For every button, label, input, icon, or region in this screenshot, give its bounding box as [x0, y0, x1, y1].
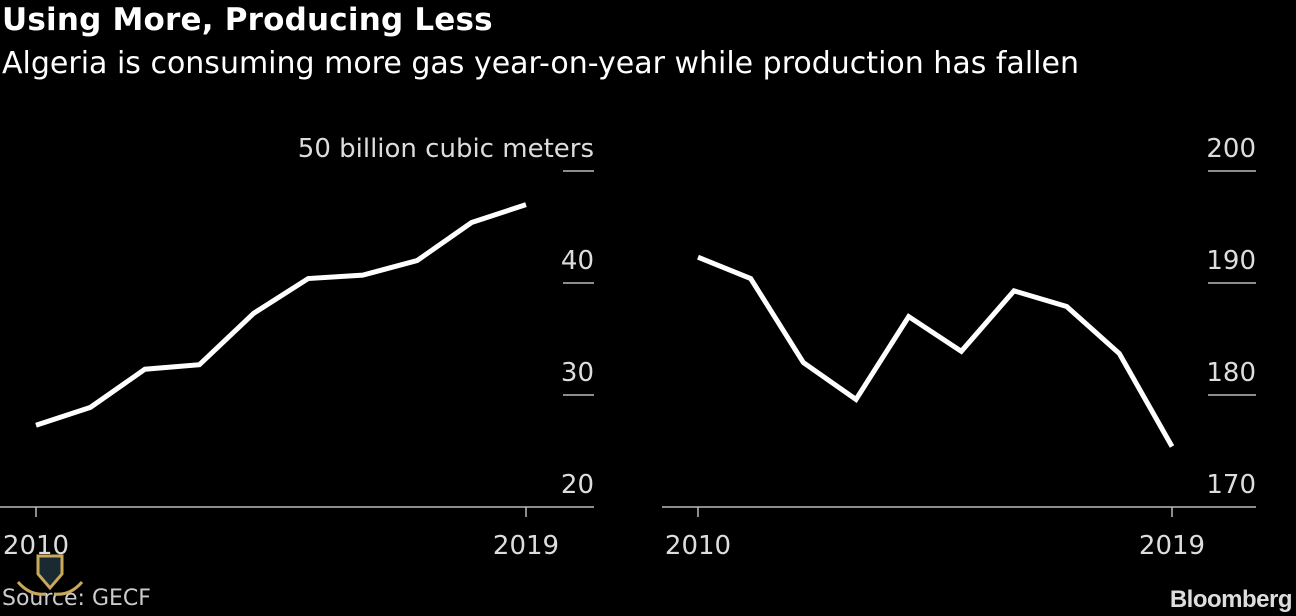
- x-tick-label: 2010: [665, 531, 731, 561]
- bloomberg-logo: Bloomberg: [1169, 586, 1293, 613]
- series-line-consumption: [35, 202, 527, 428]
- y-tick-label: 180: [1206, 358, 1256, 388]
- y-tick-label: 170: [1206, 470, 1256, 500]
- y-tick-label: 190: [1206, 246, 1256, 276]
- series-line-production: [697, 254, 1175, 448]
- y-tick-label: 40: [561, 246, 594, 276]
- watermark-shield-icon: [16, 554, 84, 596]
- y-tick-label: 50 billion cubic meters: [298, 134, 594, 164]
- x-tick-label: 2019: [493, 531, 559, 561]
- panel-production: 200 190 180 170 2010 2019: [662, 134, 1256, 561]
- y-tick-label: 200: [1206, 134, 1256, 164]
- x-tick-label: 2019: [1139, 531, 1205, 561]
- y-tick-label: 20: [561, 470, 594, 500]
- y-tick-label: 30: [561, 358, 594, 388]
- chart-title: Using More, Producing Less: [2, 2, 493, 38]
- chart-subtitle: Algeria is consuming more gas year-on-ye…: [2, 46, 1079, 81]
